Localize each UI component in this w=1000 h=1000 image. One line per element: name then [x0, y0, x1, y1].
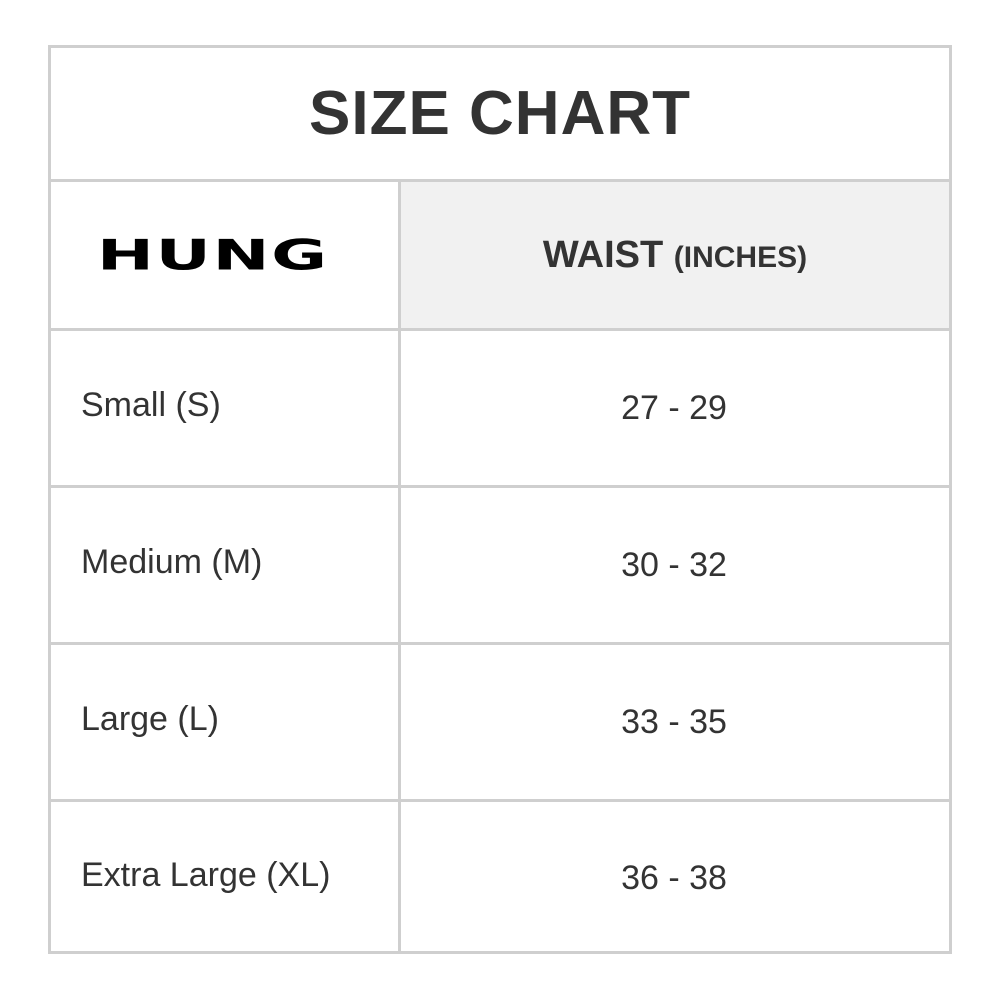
size-label: Medium (M)	[81, 542, 263, 581]
table-row: Large (L) 33 - 35	[51, 645, 949, 802]
table-row: Medium (M) 30 - 32	[51, 488, 949, 645]
unit-label: (INCHES)	[673, 240, 808, 274]
waist-header-cell: WAIST (INCHES)	[401, 182, 949, 328]
title-row: SIZE CHART	[51, 48, 949, 182]
waist-value: 36 - 38	[621, 858, 727, 897]
waist-header: WAIST (INCHES)	[543, 234, 807, 277]
brand-cell: HUNG	[51, 182, 401, 328]
table-row: Extra Large (XL) 36 - 38	[51, 802, 949, 954]
size-label: Extra Large (XL)	[81, 855, 331, 894]
waist-value: 30 - 32	[621, 545, 727, 584]
page-title: SIZE CHART	[309, 79, 691, 148]
size-label: Large (L)	[81, 699, 219, 738]
waist-label: WAIST	[542, 233, 664, 276]
table-row: Small (S) 27 - 29	[51, 331, 949, 488]
size-label: Small (S)	[81, 385, 221, 424]
waist-value: 33 - 35	[621, 702, 727, 741]
waist-value: 27 - 29	[621, 388, 727, 427]
size-chart-table: SIZE CHART HUNG WAIST (INCHES) Small (S)…	[48, 45, 952, 954]
header-row: HUNG WAIST (INCHES)	[51, 182, 949, 331]
brand-logo: HUNG	[96, 230, 329, 280]
